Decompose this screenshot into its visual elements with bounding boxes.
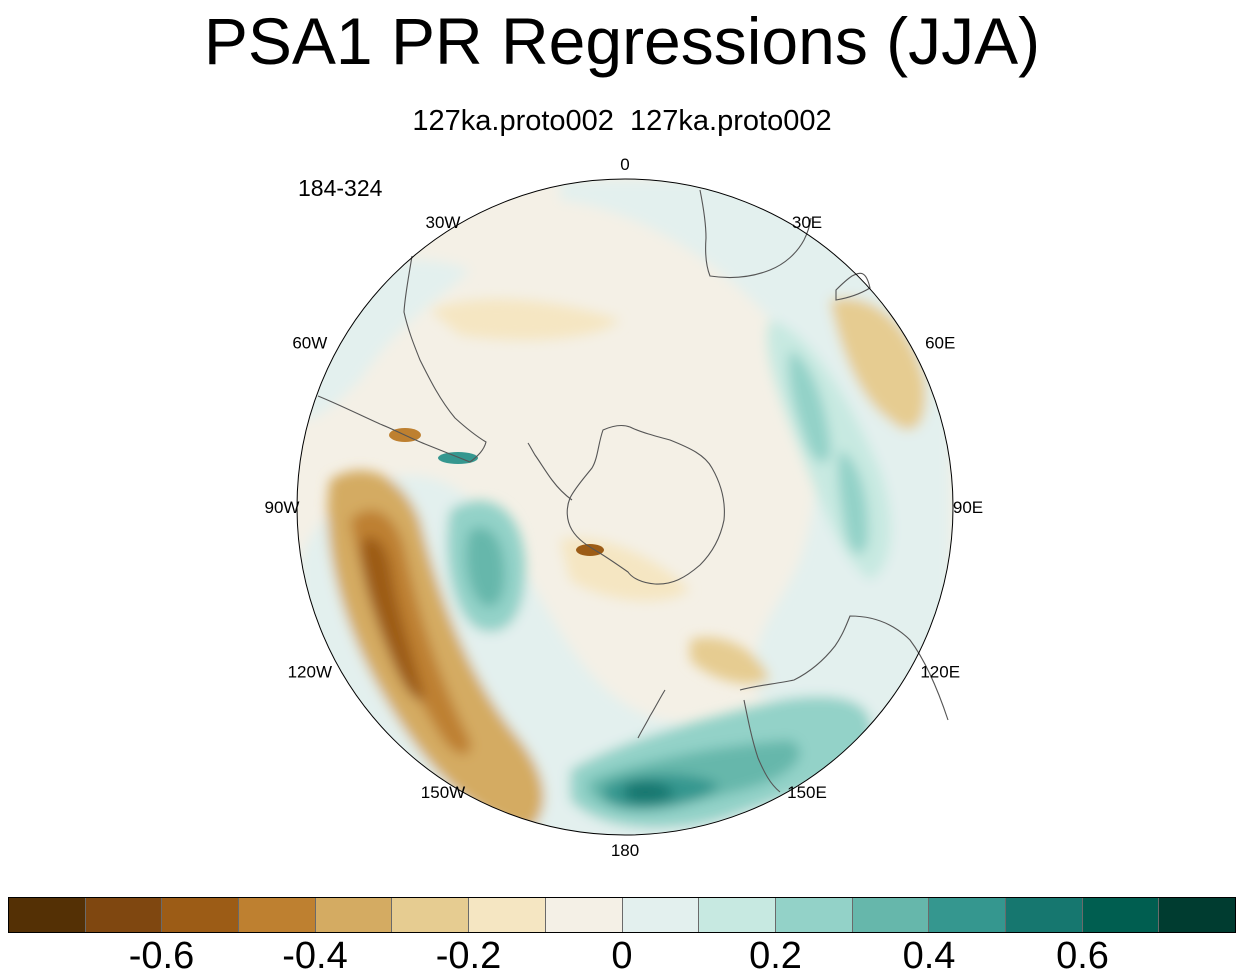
africa-coastline: [699, 189, 812, 279]
lon-label-30e: 30E: [792, 213, 822, 232]
colorbar-box: [315, 898, 393, 932]
colorbar-label: -0.2: [435, 935, 502, 977]
longitude-labels: 0 30E 60E 90E 120E 150E 180 150W 120W 90W 60W 30W: [265, 155, 984, 860]
lon-label-0: 0: [620, 155, 629, 174]
colorbar-box: [545, 898, 623, 932]
colorbar-box: [622, 898, 700, 932]
new-zealand-coastline: [637, 689, 666, 739]
colorbar-label: 0.6: [1056, 935, 1109, 977]
field-teal-west-core: [465, 527, 505, 607]
colorbar-box: [1159, 898, 1235, 932]
chart-subtitle: 127ka.proto002 127ka.proto002: [412, 105, 832, 137]
field-teal-east-core: [788, 350, 831, 463]
coastlines: [317, 189, 949, 793]
colorbar-box: [9, 898, 86, 932]
colorbar-label: 0: [611, 935, 633, 977]
lon-label-60e: 60E: [925, 334, 955, 353]
lon-label-60w: 60W: [292, 334, 327, 353]
polar-map: 0 30E 60E 90E 120E 150E 180 150W 120W 90W 60W 30W: [265, 155, 984, 860]
colorbar-box: [852, 898, 930, 932]
map-boundary: [296, 178, 954, 836]
colorbar-label: -0.6: [128, 935, 195, 977]
colorbar-label: 0.4: [902, 935, 956, 977]
colorbar: [8, 897, 1236, 933]
lon-label-120w: 120W: [288, 663, 332, 682]
south-america-coastline: [317, 255, 487, 463]
field-teal-east-core2: [837, 450, 869, 554]
field-brown-band-core: [361, 536, 425, 701]
lon-label-90e: 90E: [953, 498, 983, 517]
year-range-label: 184-324: [298, 175, 383, 201]
australia-east-coastline: [743, 699, 781, 793]
colorbar-labels: -0.6 -0.4 -0.2 0 0.2 0.4 0.6: [8, 932, 1236, 978]
antarctic-peninsula: [527, 442, 573, 501]
colorbar-box: [1082, 898, 1160, 932]
precip-field: [297, 179, 953, 835]
field-tan-ross: [690, 637, 770, 684]
lon-label-180: 180: [611, 841, 639, 860]
colorbar-box: [85, 898, 163, 932]
colorbar-box: [469, 898, 546, 932]
field-brown-spot-weddell: [576, 544, 604, 556]
lon-label-150e: 150E: [787, 783, 827, 802]
colorbar-label: 0.2: [749, 935, 802, 977]
australia-coastline: [739, 615, 949, 721]
colorbar-box: [1005, 898, 1083, 932]
colorbar-label: -0.4: [282, 935, 348, 977]
colorbar-box: [699, 898, 776, 932]
chart-title: PSA1 PR Regressions (JJA): [203, 4, 1041, 78]
field-teal-south-darkest: [625, 781, 675, 803]
lon-label-90w: 90W: [265, 498, 300, 517]
lon-label-30w: 30W: [426, 213, 461, 232]
colorbar-box: [162, 898, 240, 932]
colorbar-box: [775, 898, 853, 932]
field-tan-north: [430, 299, 620, 340]
lon-label-150w: 150W: [421, 783, 465, 802]
colorbar-box: [929, 898, 1006, 932]
lon-label-120e: 120E: [920, 663, 960, 682]
colorbar-box: [239, 898, 316, 932]
colorbar-box: [392, 898, 470, 932]
madagascar-coastline: [835, 272, 871, 301]
field-teal-spot-drake: [438, 452, 478, 464]
